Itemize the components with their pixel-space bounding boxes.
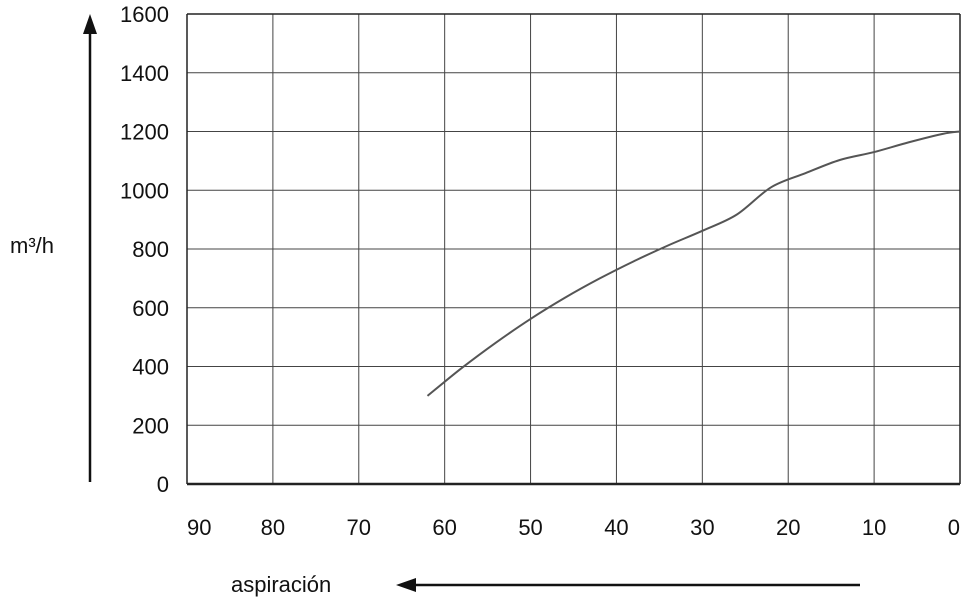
x-tick-label: 40 [604, 515, 628, 540]
y-tick-label: 1200 [120, 120, 169, 145]
y-tick-label: 0 [157, 472, 169, 497]
x-tick-label: 50 [518, 515, 542, 540]
y-axis-label: m³/h [10, 233, 54, 258]
y-tick-labels: 1600 1400 1200 1000 800 600 400 200 0 [120, 2, 169, 497]
x-tick-label: 70 [347, 515, 371, 540]
x-tick-label: 90 [187, 515, 211, 540]
x-tick-label: 0 [948, 515, 960, 540]
y-tick-label: 1600 [120, 2, 169, 27]
y-tick-label: 800 [132, 237, 169, 262]
y-tick-label: 400 [132, 355, 169, 380]
x-axis-label: aspiración [231, 572, 331, 597]
x-tick-label: 80 [261, 515, 285, 540]
x-tick-label: 10 [862, 515, 886, 540]
series-line [426, 130, 961, 397]
grid [186, 13, 961, 485]
x-tick-label: 60 [432, 515, 456, 540]
plot-frame [186, 13, 961, 486]
y-tick-label: 200 [132, 413, 169, 438]
y-axis-arrow-head [83, 14, 97, 34]
y-tick-label: 1400 [120, 61, 169, 86]
x-tick-label: 30 [690, 515, 714, 540]
y-tick-label: 1000 [120, 178, 169, 203]
x-tick-label: 20 [776, 515, 800, 540]
x-axis-arrow-head [396, 578, 416, 592]
series-layer [426, 130, 961, 397]
x-tick-labels: 90 80 70 60 50 40 30 20 10 0 [187, 515, 960, 540]
y-tick-label: 600 [132, 296, 169, 321]
